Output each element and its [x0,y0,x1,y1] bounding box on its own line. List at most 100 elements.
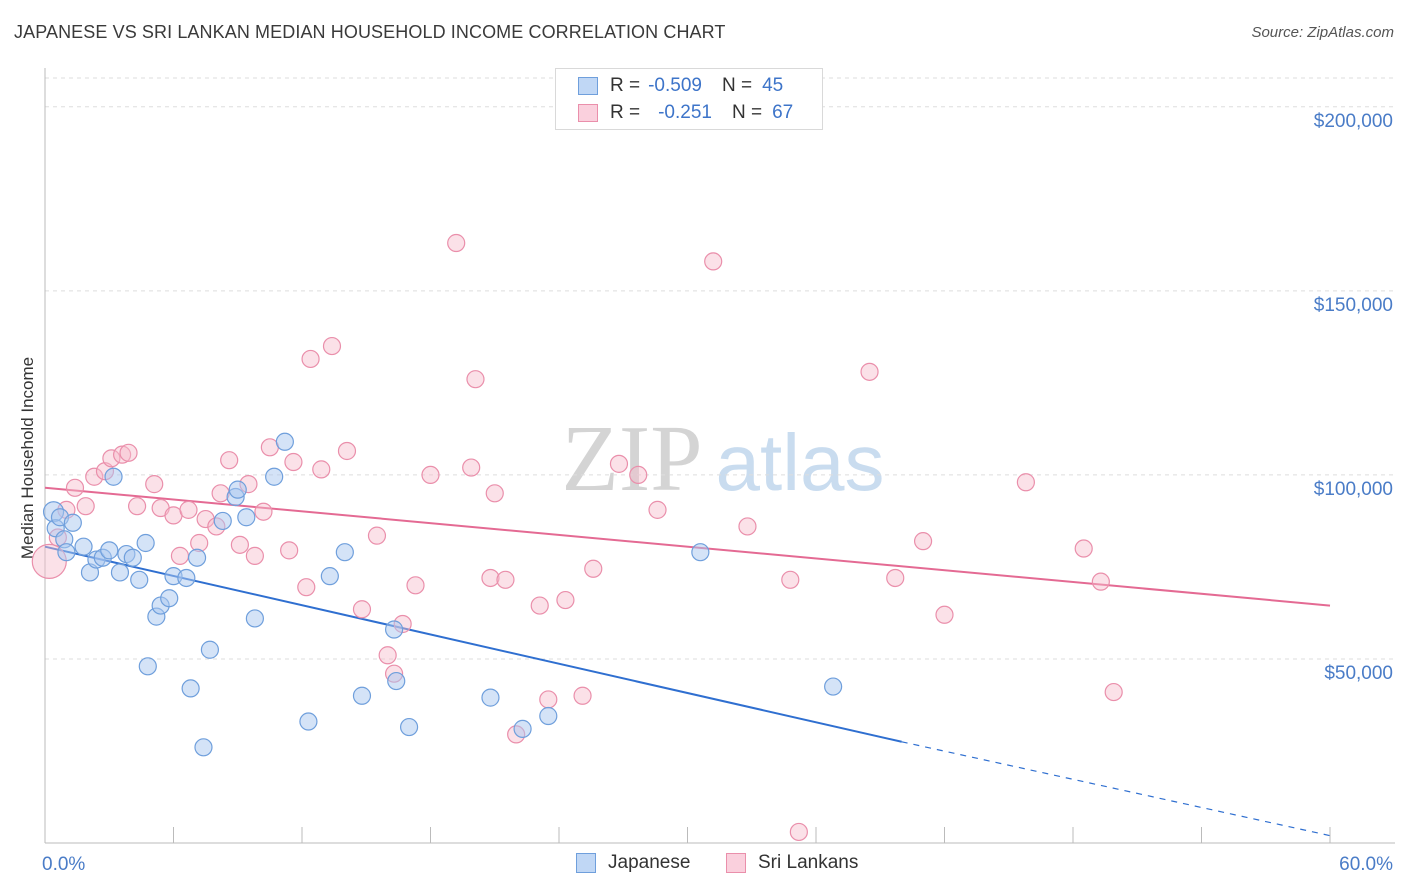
point-srilankan [211,484,230,503]
point-srilankan [337,441,357,461]
point-srilankan [573,686,592,705]
point-japanese [539,706,558,726]
point-srilankan [284,452,303,472]
point-japanese [481,688,500,707]
trend-line-japanese-extrapolated [901,741,1331,837]
point-japanese [100,541,119,560]
stats-row-japanese: R = -0.509 N = 45 [578,74,783,98]
point-srilankan [102,449,121,468]
point-srilankan [935,605,954,624]
point-srilankan [913,532,933,551]
point-srilankan [322,336,342,356]
stats-legend: R = -0.509 N = 45 R = -0.251 N = 67 [555,68,823,130]
trend-line-srilankan [44,486,1331,607]
point-srilankan [466,370,485,389]
point-srilankan [127,497,147,516]
point-japanese [74,537,93,556]
point-japanese [104,467,123,486]
y-tick-label: $150,000 [1314,295,1393,316]
point-srilankan [860,362,879,381]
point-srilankan [406,576,425,595]
point-srilankan [447,233,466,253]
point-japanese [130,570,149,589]
point-japanese [824,677,843,696]
point-srilankan [112,445,132,464]
legend-label-srilankans: Sri Lankans [758,852,859,873]
legend-label-japanese: Japanese [608,852,691,873]
srilankan-swatch [726,853,746,873]
point-srilankan [530,596,549,615]
point-srilankan [481,568,500,588]
x-tick-label: 0.0% [42,854,85,875]
point-japanese [177,568,196,588]
point-japanese [513,719,532,738]
r-value: -0.509 [648,75,702,96]
point-japanese [384,620,404,639]
y-tick-label: $50,000 [1324,663,1393,684]
x-tick-label: 60.0% [1339,854,1393,875]
data-points [31,233,1123,842]
japanese-swatch [578,77,598,95]
point-japanese [399,717,419,737]
point-srilankan [280,541,299,560]
point-japanese [181,679,200,698]
r-label: R = [610,75,641,96]
point-srilankan [85,467,104,486]
point-srilankan [738,517,757,536]
point-japanese [160,589,179,608]
point-srilankan [352,600,372,619]
point-japanese [275,432,294,451]
point-srilankan [179,500,198,519]
point-srilankan [421,465,440,485]
tick-labels: $50,000 $100,000 $150,000 $200,000 0.0% 60.0% [42,111,1393,875]
point-srilankan [170,546,190,565]
point-srilankan [496,570,515,589]
point-srilankan [1074,539,1093,558]
point-japanese [136,533,155,553]
point-srilankan [629,465,648,485]
point-srilankan [230,535,249,554]
point-srilankan [301,349,320,369]
legend-item-japanese: Japanese [576,852,690,874]
point-srilankan [1104,682,1123,702]
point-japanese [228,480,247,499]
point-srilankan [781,570,800,589]
n-label: N = [731,102,763,123]
point-srilankan [297,578,316,597]
point-srilankan [220,451,239,470]
n-value: 67 [772,102,794,123]
point-srilankan [584,559,603,578]
point-japanese [123,548,142,567]
n-label: N = [721,75,753,96]
point-japanese [63,513,82,532]
point-japanese [320,567,339,586]
watermark-zip: ZIP [562,407,703,511]
point-japanese [110,563,130,582]
point-srilankan [886,568,905,588]
point-srilankan [245,546,264,565]
point-srilankan [145,475,164,494]
watermark-atlas: atlas [716,418,885,507]
point-srilankan [789,822,808,842]
y-tick-label: $200,000 [1314,111,1393,132]
point-srilankan [1091,572,1110,591]
legend-item-srilankans: Sri Lankans [726,852,858,874]
point-japanese [387,671,406,691]
point-srilankan [462,458,481,477]
point-srilankan [254,502,273,521]
point-srilankan [539,690,558,709]
watermark: ZIP atlas [562,407,885,511]
stats-row-srilankan: R = -0.251 N = 67 [578,101,793,125]
point-srilankan [76,497,95,516]
point-srilankan [485,484,504,503]
series-legend: Japanese Sri Lankans [0,852,1406,878]
point-japanese [237,508,256,527]
gridlines [45,77,1395,660]
point-srilankan [65,478,85,497]
point-srilankan [648,500,667,519]
point-japanese [352,686,372,705]
y-tick-label: $100,000 [1314,479,1393,500]
japanese-swatch [576,853,596,873]
point-japanese [265,467,284,486]
